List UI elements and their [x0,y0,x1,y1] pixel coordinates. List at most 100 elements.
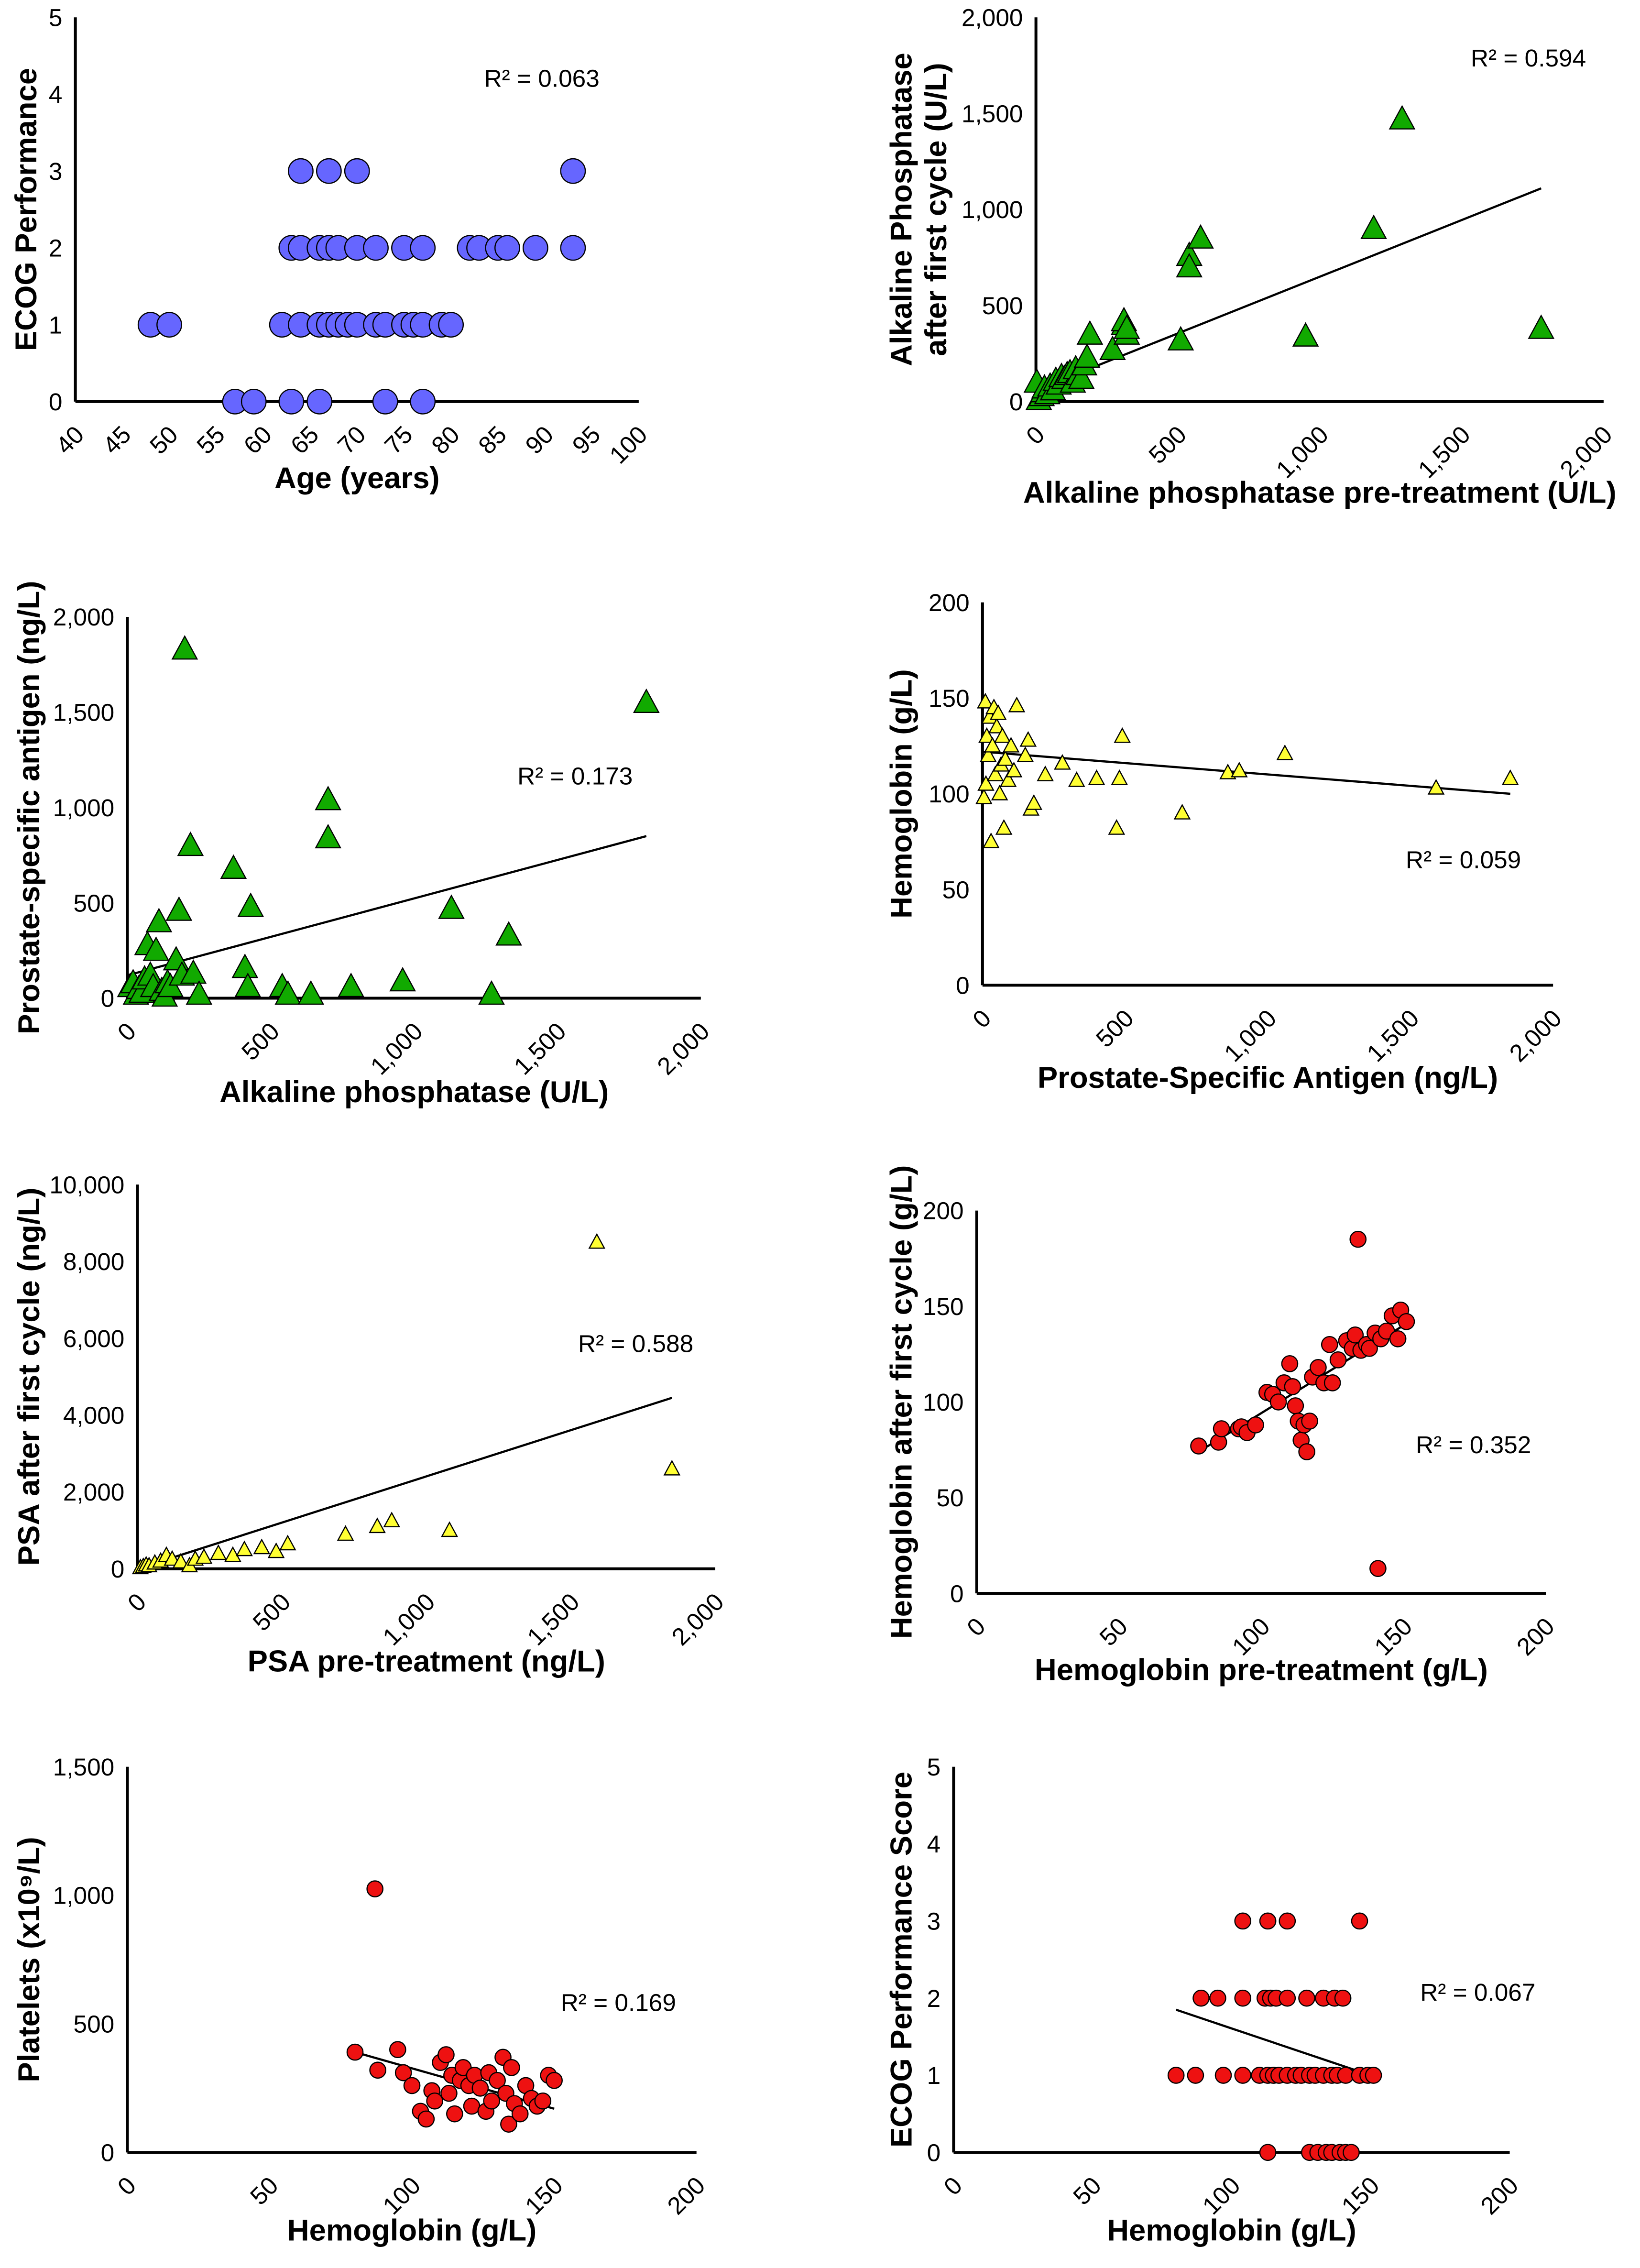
data-point [503,2059,520,2076]
x-tick-label: 1,000 [378,1588,440,1651]
data-point [1073,343,1101,368]
y-tick-label: 6,000 [63,1325,125,1352]
y-tick-label: 2 [927,1985,941,2012]
data-point [1279,1912,1296,1930]
data-point [989,704,1007,720]
x-axis-title: Alkaline phosphatase (U/L) [219,1075,609,1109]
x-tick-label: 50 [144,421,183,460]
y-tick-label: 0 [1009,388,1023,416]
data-point [1301,1413,1318,1430]
x-tick-label: 1,000 [1219,1004,1281,1067]
data-point [483,2092,501,2110]
data-point [1259,2144,1277,2161]
y-tick-label: 2 [49,235,63,262]
x-tick-label: 200 [1511,1612,1560,1661]
x-axis-title: Prostate-Specific Antigen (ng/L) [1038,1061,1498,1095]
x-axis-title: Alkaline phosphatase pre-treatment (U/L) [1023,476,1617,509]
x-tick-label: 500 [1091,1004,1139,1052]
x-tick-label: 0 [1021,421,1050,450]
data-point [1343,2144,1360,2161]
y-axis-title: ECOG Performance Score [885,1772,918,2147]
data-point [220,854,247,879]
data-point [410,388,436,415]
x-tick-label: 500 [236,1018,284,1066]
x-tick-label: 1,000 [1271,421,1334,483]
x-axis-title: Hemoglobin (g/L) [287,2214,537,2247]
data-point [1214,2067,1232,2084]
y-axis-title: Prostate-specific antigen (ng/L) [12,581,46,1034]
y-tick-label: 200 [929,589,970,616]
y-tick-label: 2,000 [962,4,1023,31]
data-point [1284,1378,1301,1395]
data-point [1369,1560,1387,1577]
data-point [315,786,342,811]
data-point [1287,1397,1304,1414]
data-point [236,1540,253,1556]
data-point [172,1553,190,1569]
y-tick-label: 1,500 [962,100,1023,127]
data-point [975,788,993,804]
y-tick-label: 200 [923,1197,964,1225]
x-tick-label: 150 [1336,2171,1385,2220]
data-point [369,2061,386,2079]
x-tick-label: 1,500 [522,1588,585,1651]
data-point [366,1880,384,1897]
data-point [389,966,416,992]
data-point [417,2110,435,2128]
data-point [1247,1416,1264,1434]
data-point [994,727,1011,743]
r-squared-annotation: R² = 0.352 [1416,1431,1531,1458]
data-point [209,1544,227,1560]
y-tick-label: 0 [49,388,63,416]
data-point [338,972,365,997]
data-point [1231,761,1248,778]
data-point [1361,1339,1378,1357]
data-point [977,692,994,709]
data-point [288,158,314,184]
y-tick-label: 1,000 [53,794,115,822]
data-point [1192,1989,1210,2007]
data-point [1234,1989,1252,2007]
data-point [1219,763,1236,779]
data-point [982,832,1000,848]
data-point [995,819,1013,835]
r-squared-annotation: R² = 0.067 [1420,1979,1535,2006]
x-tick-label: 1,000 [365,1018,428,1080]
regression-line [1175,2008,1371,2077]
r-squared-annotation: R² = 0.063 [484,65,600,92]
data-point [1017,746,1034,762]
x-tick-label: 2,000 [652,1018,715,1080]
x-tick-label: 100 [604,421,653,469]
x-axis-title: Age (years) [274,461,440,495]
y-tick-label: 1,000 [962,196,1023,223]
data-point [986,765,1004,781]
data-point [1054,754,1071,770]
x-tick-label: 200 [662,2171,711,2220]
data-point [171,635,198,660]
x-tick-label: 85 [473,421,512,460]
x-tick-label: 95 [567,421,606,460]
data-point [1389,1330,1407,1348]
data-point [267,1542,285,1558]
y-axis-title: PSA after first cycle (ng/L) [12,1188,46,1566]
y-tick-label: 5 [49,4,63,31]
data-point [253,1538,271,1555]
x-tick-label: 0 [962,1612,991,1642]
data-point [156,312,182,338]
data-point [560,235,586,261]
y-tick-label: 50 [942,876,970,903]
data-point [315,823,342,849]
y-tick-label: 150 [923,1293,964,1320]
data-point [1234,1912,1252,1930]
data-point [979,746,997,762]
data-point [588,1233,606,1249]
r-squared-annotation: R² = 0.588 [578,1330,693,1358]
data-point [1005,761,1023,778]
data-point [984,736,1001,753]
data-point [369,1517,386,1534]
y-axis-title: Hemoglobin (g/L) [885,669,918,919]
data-point [186,980,213,1005]
data-point [478,980,505,1005]
data-point [546,2071,563,2089]
